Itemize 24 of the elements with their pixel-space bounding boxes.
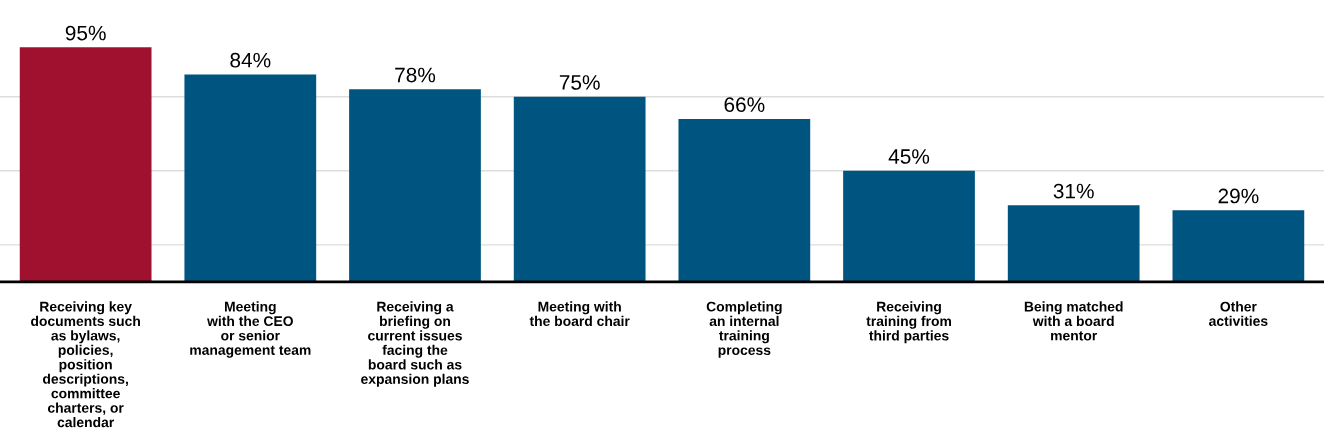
x-tick-label: Completing an internal training process [706, 301, 782, 358]
x-tick-label: Meeting with the CEO or senior management team [190, 301, 311, 358]
bar [513, 96, 646, 282]
data-label: 78% [395, 67, 436, 83]
x-tick-label: Other activities [1209, 301, 1268, 326]
data-label: 31% [1053, 183, 1094, 199]
category-label: Receiving key documents such as bylaws, policies, position descriptions, committee charters, or calendar [31, 301, 140, 428]
x-tick-label: Being matched with a board mentor [1024, 301, 1123, 341]
bar [19, 47, 152, 282]
bar [843, 170, 975, 282]
data-label: 66% [724, 97, 765, 113]
data-label: 45% [888, 149, 930, 164]
x-tick-label: Meeting with the board chair [529, 301, 630, 327]
bar [1007, 205, 1140, 282]
data-label: 84% [230, 52, 271, 68]
x-tick-label: Receiving training from third parties [866, 301, 951, 344]
bar [349, 89, 481, 282]
data-label: 29% [1218, 188, 1259, 204]
bar [1172, 210, 1305, 282]
data-label: 95% [65, 25, 106, 41]
data-label: 75% [559, 75, 600, 90]
bar [678, 118, 811, 282]
bar [184, 74, 317, 282]
x-tick-label: Receiving a briefing on current issues facing the board such as expansion plans [361, 301, 469, 387]
